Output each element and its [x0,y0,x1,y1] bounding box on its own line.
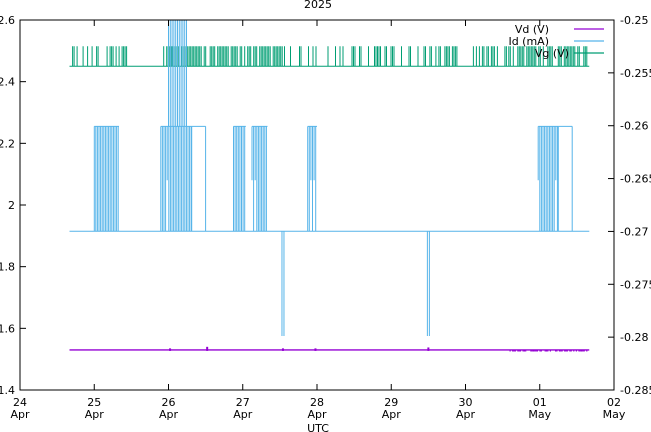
series-vd-spike [281,348,284,351]
series-id-dip [426,231,430,337]
y2-tick-label: -0.255 [620,67,651,80]
y2-tick-label: -0.28 [620,331,648,344]
series-vd-spike [314,348,317,351]
legend-label: Vd (V) [515,23,549,36]
y-tick-label: 2 [8,199,15,212]
x-tick-month: Apr [85,408,105,421]
series-vg [69,20,590,127]
x-tick-day: 30 [459,396,473,409]
series-layer [69,20,590,352]
series-id-high-block [191,126,207,232]
legend: Vd (V)Id (mA)Vg (V) [508,23,604,60]
series-vg-tall [168,20,187,127]
y-axis: 1.4 1.6 1.8 2 2.2 2.4 2.6 [0,14,26,397]
y2-tick-label: -0.26 [620,120,648,133]
x-tick-month: Apr [307,408,327,421]
y2-tick-label: -0.275 [620,278,651,291]
x-tick-month: Apr [10,408,30,421]
y-tick-label: 2.6 [0,14,15,27]
chart-title: 2025 [304,0,332,11]
x-tick-day: 24 [13,396,27,409]
y-tick-label: 2.4 [0,76,15,89]
series-id-high-block [93,126,119,232]
x-tick-day: 28 [310,396,324,409]
legend-label: Vg (V) [535,47,569,60]
series-vd-spike [169,348,172,351]
series-id-high-block [307,126,317,232]
series-id-high-block [537,126,558,232]
x-tick-day: 29 [384,396,398,409]
y2-tick-label: -0.265 [620,173,651,186]
series-vd [69,346,590,352]
y2-tick-label: -0.27 [620,225,648,238]
series-id-high-block [233,126,246,232]
x-tick-day: 26 [162,396,176,409]
series-id [69,125,590,337]
series-vd-spike [206,346,209,351]
x-axis: 24Apr25Apr26Apr27Apr28Apr29Apr30Apr01May… [10,20,626,421]
y-tick-label: 1.4 [0,384,15,397]
series-id-high-block [251,126,267,232]
x-tick-day: 25 [87,396,101,409]
series-vg-spikes [72,46,128,67]
x-tick-day: 02 [607,396,621,409]
series-id-high-block [160,126,192,232]
y2-tick-label: -0.285 [620,384,651,397]
series-vg-spikes [284,46,426,67]
x-tick-month: Apr [382,408,402,421]
series-id-dip [281,231,285,337]
series-vd-spike [427,347,430,351]
x-tick-month: Apr [233,408,253,421]
y-tick-label: 1.8 [0,261,15,274]
x-tick-month: May [603,408,626,421]
y2-tick-label: -0.25 [620,14,648,27]
series-id-high-block [557,126,573,232]
x-tick-month: Apr [159,408,179,421]
y-tick-label: 2.2 [0,137,15,150]
series-vg-spikes [508,46,588,67]
x-tick-day: 01 [533,396,547,409]
y-tick-label: 1.6 [0,322,15,335]
legend-label: Id (mA) [508,35,549,48]
x-axis-label: UTC [307,422,329,432]
y2-axis: -0.285 -0.28 -0.275 -0.27 -0.265 -0.26 -0.255 -… [608,14,651,397]
series-vd-jitter [509,349,588,352]
x-tick-month: Apr [456,408,476,421]
x-tick-month: May [528,408,551,421]
series-vg-spikes [429,46,507,67]
x-tick-day: 27 [236,396,250,409]
